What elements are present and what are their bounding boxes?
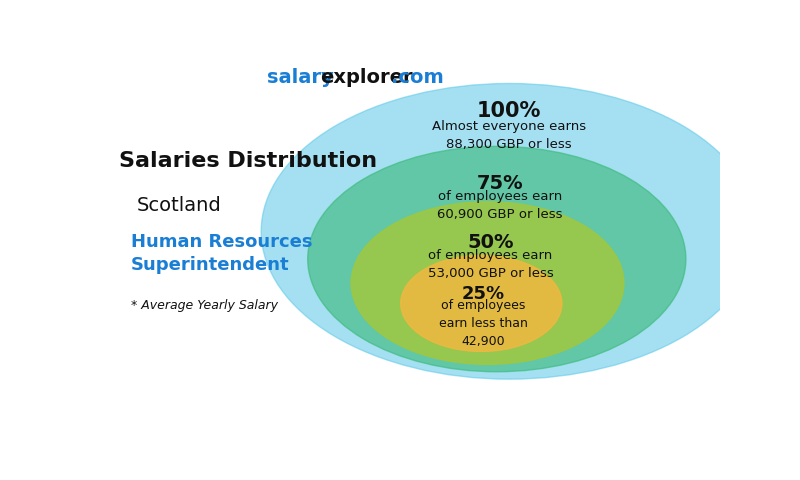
Text: Salaries Distribution: Salaries Distribution	[118, 151, 377, 171]
Text: of employees earn
60,900 GBP or less: of employees earn 60,900 GBP or less	[437, 190, 562, 221]
Text: salary: salary	[267, 69, 334, 87]
Text: 100%: 100%	[477, 101, 542, 121]
Text: * Average Yearly Salary: * Average Yearly Salary	[131, 299, 278, 312]
Text: of employees
earn less than
42,900: of employees earn less than 42,900	[438, 299, 527, 348]
Text: of employees earn
53,000 GBP or less: of employees earn 53,000 GBP or less	[428, 249, 554, 280]
Circle shape	[401, 255, 562, 351]
Text: Human Resources
Superintendent: Human Resources Superintendent	[131, 233, 313, 274]
Text: 50%: 50%	[467, 233, 514, 252]
Circle shape	[308, 146, 686, 372]
Text: explorer: explorer	[321, 69, 413, 87]
Text: Almost everyone earns
88,300 GBP or less: Almost everyone earns 88,300 GBP or less	[432, 120, 586, 151]
Circle shape	[351, 202, 624, 364]
Text: 25%: 25%	[462, 285, 505, 303]
Circle shape	[262, 84, 758, 379]
Text: 75%: 75%	[477, 174, 523, 193]
Text: .com: .com	[391, 69, 444, 87]
Text: Scotland: Scotland	[138, 196, 222, 215]
